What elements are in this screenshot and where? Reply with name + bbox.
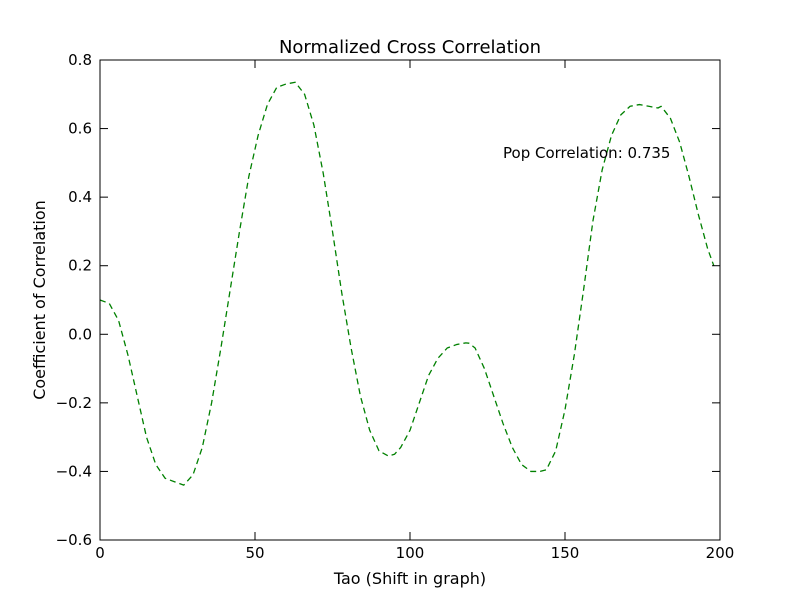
pop-correlation-annotation: Pop Correlation: 0.735: [503, 144, 670, 162]
annotation-layer: Pop Correlation: 0.735: [503, 144, 670, 162]
plot-area: [100, 60, 720, 540]
y-tick-label: −0.2: [56, 394, 92, 412]
y-axis-label: Coefficient of Correlation: [30, 200, 49, 400]
x-tick-label: 150: [551, 544, 580, 562]
y-tick-label: 0.6: [68, 120, 92, 138]
y-axis-ticks: −0.6 −0.4 −0.2 0.0 0.2 0.4 0.6 0.8: [56, 51, 720, 549]
x-tick-label: 200: [706, 544, 735, 562]
y-tick-label: −0.6: [56, 531, 92, 549]
chart-title: Normalized Cross Correlation: [279, 37, 541, 58]
x-tick-label: 100: [396, 544, 425, 562]
y-tick-label: 0.0: [68, 325, 92, 343]
x-tick-label: 50: [245, 544, 264, 562]
plot-background: [100, 60, 720, 540]
y-tick-label: 0.8: [68, 51, 92, 69]
correlation-series-line: [99, 81, 715, 486]
x-tick-label: 0: [95, 544, 105, 562]
y-tick-label: −0.4: [56, 462, 92, 480]
series-layer: [99, 81, 715, 486]
y-tick-label: 0.2: [68, 257, 92, 275]
x-axis-ticks: 0 50 100 150 200: [95, 60, 734, 562]
y-tick-label: 0.4: [68, 188, 92, 206]
x-axis-label: Tao (Shift in graph): [333, 569, 486, 588]
plot-frame: [99, 59, 721, 541]
